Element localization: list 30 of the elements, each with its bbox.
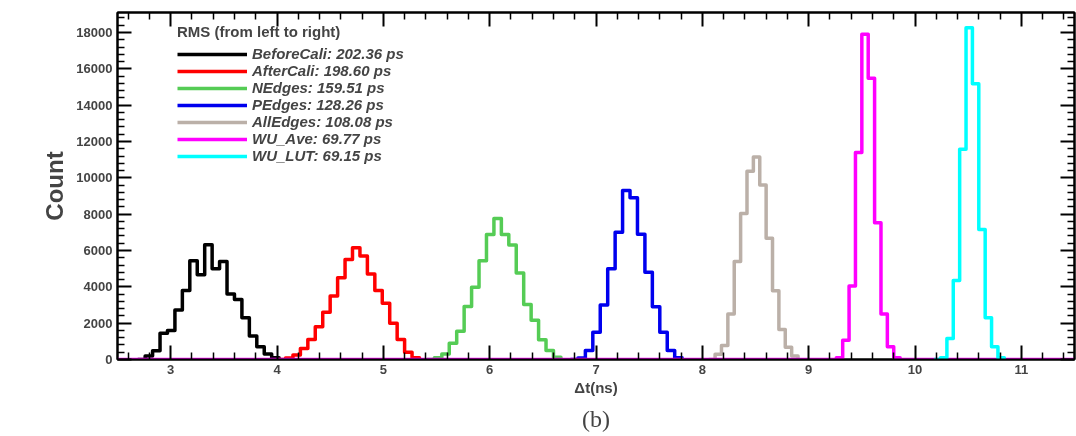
legend-label: AfterCali: 198.60 ps <box>252 62 392 79</box>
x-tick-label: 11 <box>1014 361 1029 377</box>
legend-title: RMS (from left to right) <box>177 23 342 40</box>
x-tick-label: 3 <box>167 361 175 377</box>
y-tick-label: 0 <box>105 352 113 367</box>
y-tick-label: 2000 <box>83 315 113 331</box>
y-tick-label: 14000 <box>76 97 113 113</box>
x-tick-label: 10 <box>907 361 923 377</box>
x-axis-title: Δt(ns) <box>574 378 618 396</box>
x-tick-label: 8 <box>698 361 706 377</box>
x-tick-label: 5 <box>379 361 387 377</box>
x-tick-label: 7 <box>592 361 600 377</box>
x-tick-label: 6 <box>486 361 494 377</box>
y-tick-label: 8000 <box>83 206 113 222</box>
y-tick-label: 16000 <box>76 61 113 77</box>
legend-label: BeforeCali: 202.36 ps <box>252 45 404 62</box>
legend-label: WU_LUT: 69.15 ps <box>252 147 382 164</box>
y-tick-label: 4000 <box>83 279 113 295</box>
y-tick-label: 12000 <box>76 133 113 149</box>
y-tick-label: 6000 <box>83 242 113 258</box>
x-tick-label: 9 <box>805 361 813 377</box>
x-tick-label: 4 <box>273 361 282 377</box>
y-tick-label: 10000 <box>76 170 113 186</box>
text: (b) <box>582 405 610 432</box>
y-axis-title: Count <box>41 151 69 221</box>
legend-label: WU_Ave: 69.77 ps <box>252 130 382 147</box>
legend-label: NEdges: 159.51 ps <box>252 79 385 96</box>
legend-label: PEdges: 128.26 ps <box>252 96 384 113</box>
y-tick-label: 18000 <box>76 24 113 40</box>
legend-label: AllEdges: 108.08 ps <box>252 113 393 130</box>
